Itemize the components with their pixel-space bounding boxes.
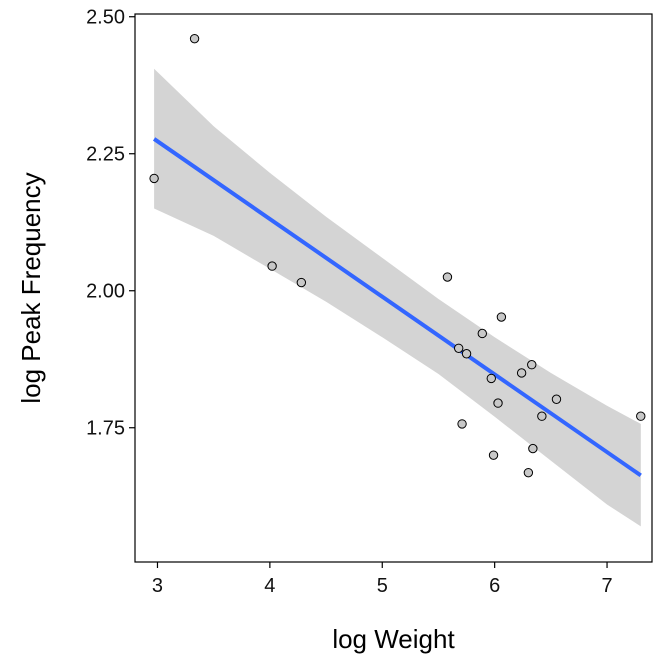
data-point (477, 328, 487, 339)
y-axis: 1.75 2.00 2.25 2.50 (86, 7, 135, 440)
data-point (496, 312, 507, 322)
data-point (537, 411, 547, 421)
x-tick-label: 4 (264, 575, 275, 597)
data-point (461, 349, 472, 359)
y-tick-label: 2.50 (86, 7, 125, 29)
x-axis: 3 4 5 6 7 (152, 562, 613, 597)
data-point (486, 373, 496, 384)
data-point (636, 411, 646, 421)
y-tick-label: 2.00 (86, 281, 125, 303)
data-point (528, 443, 538, 454)
data-point (149, 173, 159, 184)
data-point (189, 33, 200, 44)
plot-panel-border (134, 13, 653, 563)
data-point (523, 467, 534, 478)
data-point (493, 398, 503, 408)
confidence-band (154, 68, 641, 527)
regression-line (152, 137, 642, 478)
data-point (488, 450, 499, 460)
y-axis-title: log Peak Frequency (16, 172, 46, 403)
x-tick-label: 6 (489, 575, 500, 597)
regression-line-layer (152, 137, 642, 478)
data-points-layer (149, 33, 646, 478)
confidence-band-layer (154, 68, 641, 527)
data-point (527, 360, 537, 370)
data-point (551, 394, 562, 404)
data-point (453, 343, 464, 353)
data-point (296, 277, 307, 288)
data-point (442, 272, 453, 282)
data-point (457, 419, 467, 429)
data-point (267, 261, 277, 271)
x-tick-label: 5 (377, 575, 388, 597)
data-point (516, 368, 527, 378)
x-tick-label: 7 (601, 575, 612, 597)
x-tick-label: 3 (152, 575, 163, 597)
y-tick-label: 1.75 (86, 418, 125, 440)
x-axis-title: log Weight (332, 624, 455, 654)
y-tick-label: 2.25 (86, 144, 125, 166)
